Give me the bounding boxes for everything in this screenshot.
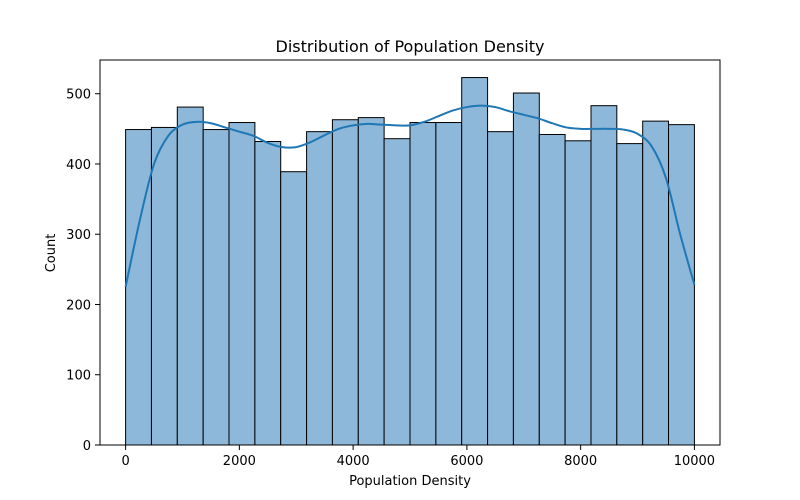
x-tick-label-4000: 4000 [337, 454, 370, 469]
chart-title: Distribution of Population Density [276, 37, 545, 56]
histogram-bar-7 [306, 131, 333, 446]
histogram-bar-14 [487, 131, 514, 446]
histogram-bar-8 [331, 119, 359, 446]
histogram-bar-4 [228, 122, 256, 446]
x-tick-label-0: 0 [121, 454, 129, 469]
y-tick-label-400: 400 [66, 158, 91, 173]
kde-curve [124, 104, 696, 288]
histogram-bar-0 [125, 129, 152, 446]
histogram-bar-5 [254, 140, 282, 446]
y-tick-label-300: 300 [66, 228, 91, 243]
histogram-bars [125, 77, 695, 446]
x-tick-label-8000: 8000 [564, 454, 597, 469]
y-tick-label-200: 200 [66, 298, 91, 313]
plot-area-frame [99, 59, 721, 446]
histogram-bar-21 [668, 124, 695, 446]
histogram-bar-11 [409, 122, 437, 446]
histogram-bar-19 [616, 143, 644, 446]
x-tick-label-10000: 10000 [674, 454, 715, 469]
x-tick-label-6000: 6000 [450, 454, 483, 469]
x-axis-label: Population Density [349, 474, 471, 489]
histogram-bar-12 [435, 122, 463, 446]
y-axis-label: Count [44, 234, 59, 273]
histogram-bar-20 [642, 120, 670, 446]
histogram-bar-17 [564, 140, 592, 446]
histogram-bar-15 [512, 92, 540, 446]
x-tick-label-2000: 2000 [223, 454, 256, 469]
y-tick-label-100: 100 [66, 369, 91, 384]
histogram-bar-16 [538, 133, 566, 446]
histogram-bar-1 [150, 126, 178, 446]
y-tick-label-0: 0 [83, 439, 91, 454]
histogram-bar-10 [383, 138, 411, 446]
histogram-bar-18 [590, 105, 618, 446]
x-axis-ticks: 0 2000 4000 6000 8000 10000 [121, 445, 715, 469]
histogram-bar-9 [357, 117, 385, 446]
histogram-bar-2 [176, 106, 204, 446]
y-tick-label-500: 500 [66, 88, 91, 103]
y-axis-ticks: 0 100 200 300 400 500 [66, 88, 100, 454]
histogram-bar-13 [461, 77, 489, 446]
histogram-bar-3 [202, 129, 230, 446]
histogram-bar-6 [280, 171, 308, 446]
